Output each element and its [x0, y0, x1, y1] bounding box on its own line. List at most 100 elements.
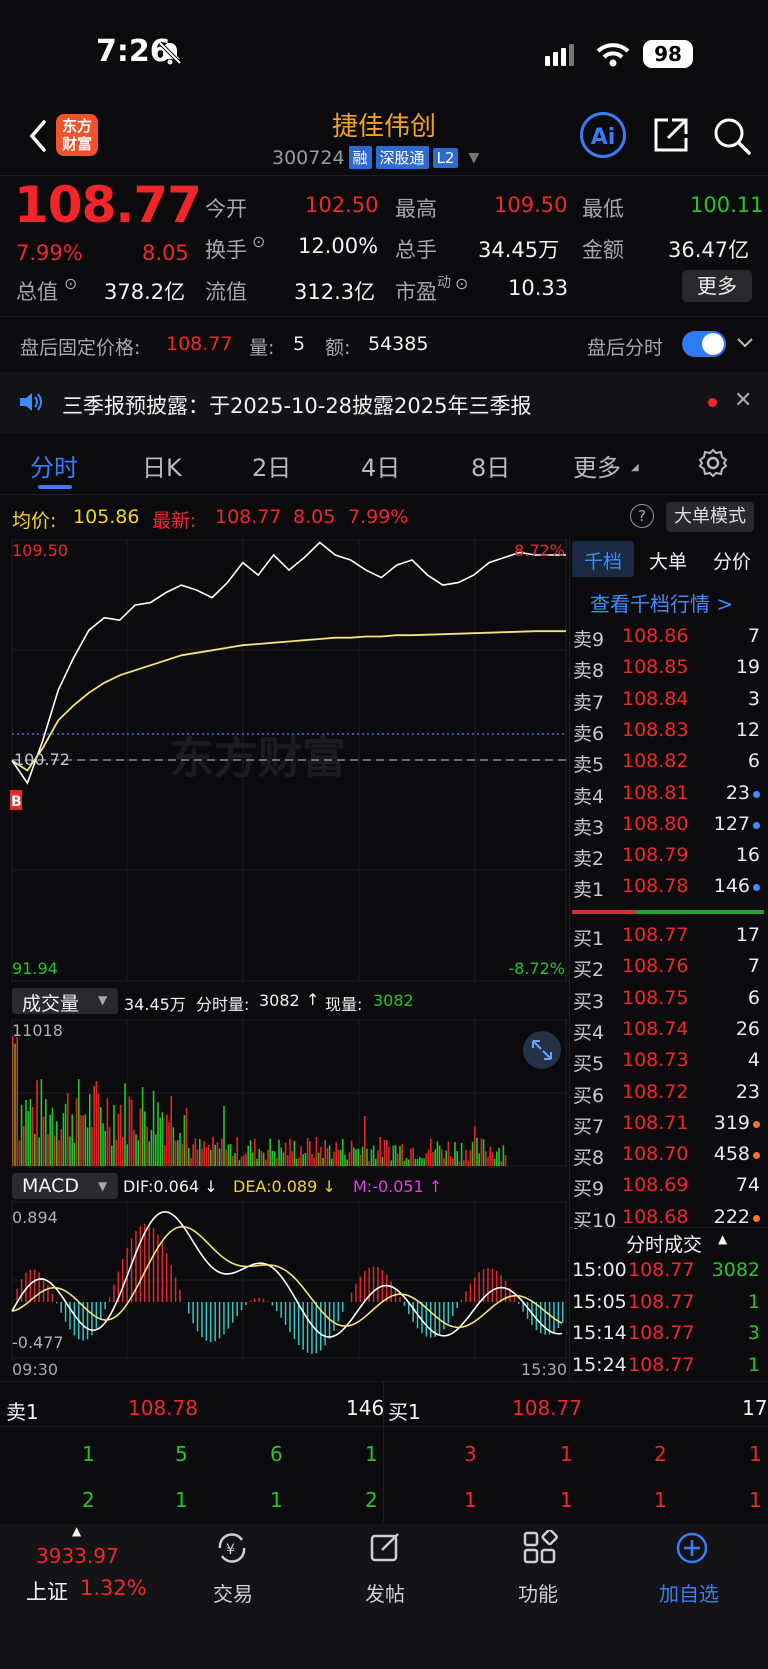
ask-level-qty: 16	[735, 844, 760, 867]
volume-bar	[56, 1121, 58, 1166]
ai-button[interactable]: Ai	[580, 112, 626, 158]
tab-intraday[interactable]: 分时	[30, 454, 78, 482]
volume-bar	[304, 1153, 307, 1166]
tab-more[interactable]: 更多	[573, 454, 621, 482]
post-icon[interactable]	[368, 1530, 404, 1566]
macd-bar	[293, 1302, 296, 1339]
macd-bar	[135, 1230, 137, 1302]
macd-chart[interactable]: 0.894 -0.477	[0, 1200, 568, 1360]
float-value: 312.3亿	[294, 280, 376, 304]
bid-level-label: 买7	[573, 1115, 605, 1138]
macd-bar	[179, 1290, 181, 1302]
price-line	[11, 541, 566, 785]
index-pct[interactable]: 1.32%	[80, 1576, 147, 1600]
info-icon[interactable]: ⊙	[455, 274, 469, 293]
volume-bar	[157, 1102, 159, 1166]
tab-8day[interactable]: 8日	[471, 454, 511, 482]
volume-bar	[489, 1146, 491, 1166]
volume-bar	[18, 1140, 21, 1166]
volume-bar	[265, 1159, 267, 1166]
macd-indicator-select[interactable]	[12, 1173, 118, 1199]
nav-post[interactable]: 发帖	[365, 1582, 405, 1606]
trades-title[interactable]: 分时成交	[626, 1234, 703, 1256]
announcement-text[interactable]: 三季报预披露：于2025-10-28披露2025年三季报	[62, 394, 532, 418]
nav-functions[interactable]: 功能	[518, 1582, 558, 1606]
vol-now-label: 现量:	[325, 995, 363, 1014]
volume-bar	[412, 1147, 414, 1166]
nav-trade[interactable]: 交易	[213, 1582, 253, 1606]
info-icon[interactable]: ⊙	[64, 274, 78, 293]
volume-bar	[315, 1137, 318, 1166]
volume-bar	[25, 1100, 27, 1166]
volume-bar	[485, 1151, 487, 1166]
bid-level-qty: 319	[713, 1111, 750, 1134]
macd-bar	[201, 1302, 203, 1338]
info-icon[interactable]: ⊙	[252, 232, 266, 251]
latest-change-pct: 7.99%	[348, 506, 409, 528]
macd-bar	[214, 1302, 216, 1342]
macd-bar	[544, 1302, 546, 1335]
settings-gear-icon[interactable]	[697, 447, 729, 479]
announcement-bar[interactable]	[0, 372, 768, 434]
unread-dot	[708, 398, 717, 407]
macd-bar	[487, 1267, 489, 1302]
macd-bar	[562, 1302, 564, 1323]
big-order-mode-button[interactable]: 大单模式	[666, 502, 754, 532]
tab-price-dist[interactable]: 分价	[713, 551, 752, 573]
help-icon[interactable]: ?	[630, 504, 654, 528]
nav-add-watchlist[interactable]: 加自选	[659, 1582, 719, 1606]
volume-bar	[447, 1141, 450, 1166]
volume-bar	[471, 1141, 474, 1166]
volume-bar	[403, 1160, 406, 1166]
volume-bar	[146, 1126, 148, 1166]
vol-min-value: 3082	[259, 991, 300, 1010]
bid-level-qty: 222	[713, 1205, 750, 1228]
tab-daily-k[interactable]: 日K	[142, 454, 182, 482]
buy-queue-item: 1	[560, 1488, 573, 1512]
chevron-down-icon[interactable]	[736, 336, 754, 350]
stock-subline[interactable]: 300724 融 深股通 L2 ▼	[272, 146, 479, 169]
add-watchlist-icon[interactable]	[674, 1530, 710, 1566]
intraday-chart[interactable]: 东方财富 109.50 8.72% 100.72 91.94 -8.72% B	[0, 538, 568, 983]
volume-bar	[291, 1151, 293, 1166]
expand-button[interactable]	[523, 1031, 561, 1069]
caret-up-icon: ▲	[72, 1524, 82, 1538]
share-icon[interactable]	[652, 116, 690, 154]
vol-indicator-select[interactable]	[12, 988, 118, 1014]
macd-bar	[240, 1302, 243, 1311]
functions-icon[interactable]	[522, 1530, 558, 1566]
macd-bar	[271, 1302, 274, 1306]
volume-bar	[183, 1115, 186, 1166]
tab-2day[interactable]: 2日	[252, 454, 292, 482]
volume-bar	[29, 1099, 32, 1166]
index-value[interactable]: 3933.97	[36, 1544, 119, 1568]
open-value: 102.50	[305, 193, 379, 217]
back-icon[interactable]	[22, 116, 58, 156]
macd-bar	[91, 1302, 93, 1336]
tab-depth[interactable]: 千档	[584, 551, 623, 573]
after-hours-qty-label: 量:	[249, 337, 275, 359]
volume-bar	[445, 1150, 447, 1166]
search-icon[interactable]	[712, 116, 752, 156]
volume-bar	[480, 1138, 483, 1166]
depth-link[interactable]: 查看千档行情 >	[590, 592, 734, 616]
close-icon[interactable]: ✕	[734, 388, 753, 413]
vol-min-label: 分时量:	[196, 995, 250, 1014]
macd-histogram	[16, 1223, 564, 1354]
volume-bar	[262, 1152, 265, 1166]
volume-bar	[223, 1106, 225, 1166]
volume-bar	[386, 1139, 388, 1166]
more-button[interactable]: 更多	[682, 270, 752, 302]
ask-level-price: 108.84	[622, 687, 689, 710]
volume-bar	[221, 1138, 223, 1166]
ask-level-label: 卖8	[573, 660, 605, 683]
stock-name[interactable]: 捷佳伟创	[331, 112, 436, 142]
macd-bar	[342, 1302, 344, 1312]
tab-big-order[interactable]: 大单	[649, 551, 688, 573]
volume-bar	[100, 1107, 102, 1166]
trade-icon[interactable]: ¥	[214, 1530, 250, 1566]
volume-chart[interactable]: 11018	[0, 1018, 568, 1168]
index-name[interactable]: 上证	[26, 1580, 68, 1604]
volume-bar	[12, 1036, 14, 1166]
tab-4day[interactable]: 4日	[361, 454, 401, 482]
